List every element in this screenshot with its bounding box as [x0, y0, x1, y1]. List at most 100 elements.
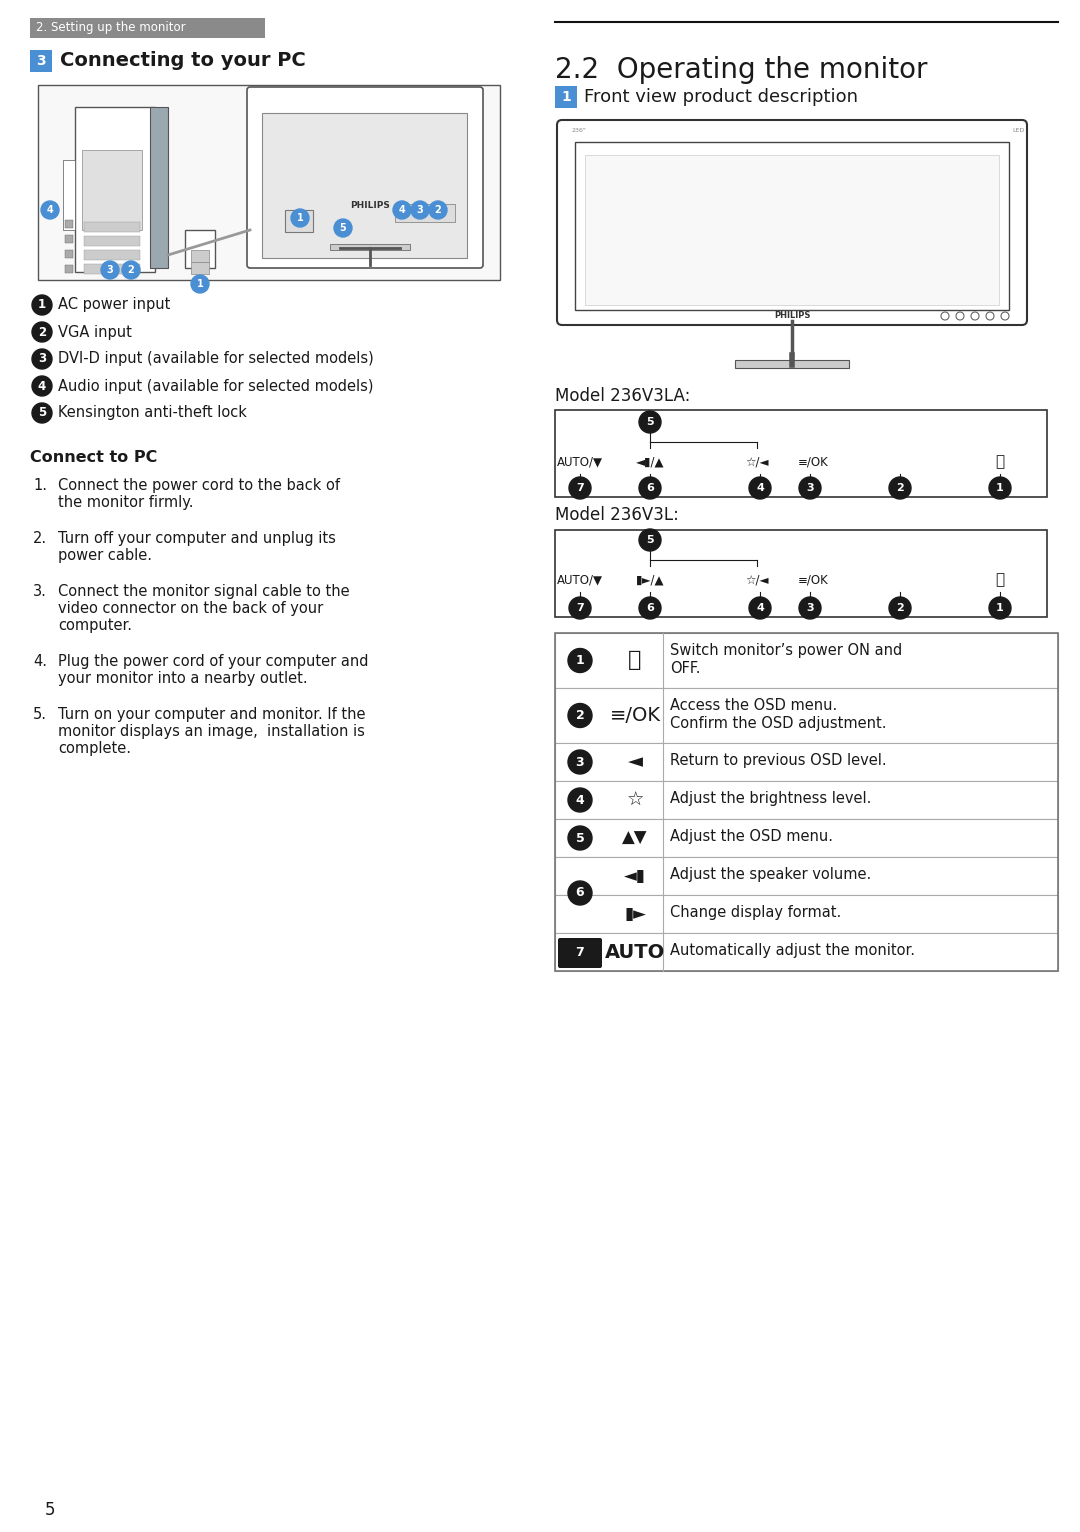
Text: 3: 3	[107, 265, 113, 276]
Text: 7: 7	[576, 483, 584, 493]
Circle shape	[32, 349, 52, 369]
Circle shape	[568, 881, 592, 905]
Text: Return to previous OSD level.: Return to previous OSD level.	[670, 754, 887, 768]
Circle shape	[989, 597, 1011, 619]
Text: 1.: 1.	[33, 478, 48, 493]
Circle shape	[568, 787, 592, 812]
Text: AC power input: AC power input	[58, 297, 171, 313]
Bar	[555, 743, 1058, 781]
Text: AUTO/▼: AUTO/▼	[557, 573, 603, 587]
Text: 236": 236"	[572, 127, 586, 132]
Bar	[84, 264, 140, 274]
Bar	[84, 222, 140, 231]
FancyBboxPatch shape	[555, 86, 577, 107]
Text: 5.: 5.	[33, 706, 48, 722]
Bar	[555, 895, 1058, 933]
Text: Turn on your computer and monitor. If the: Turn on your computer and monitor. If th…	[58, 706, 365, 722]
Text: Access the OSD menu.: Access the OSD menu.	[670, 699, 837, 712]
Text: 2: 2	[896, 483, 904, 493]
Text: 1: 1	[996, 483, 1004, 493]
Circle shape	[799, 476, 821, 499]
Text: 6: 6	[646, 483, 653, 493]
Bar	[191, 262, 210, 274]
Text: VGA input: VGA input	[58, 325, 132, 340]
Text: ▮►: ▮►	[624, 905, 646, 922]
Text: 5: 5	[38, 406, 46, 420]
Text: LED: LED	[1012, 127, 1024, 132]
Text: Model 236V3LA:: Model 236V3LA:	[555, 388, 690, 404]
Text: Automatically adjust the monitor.: Automatically adjust the monitor.	[670, 944, 915, 958]
Text: power cable.: power cable.	[58, 548, 152, 562]
Bar	[555, 820, 1058, 856]
Text: Connecting to your PC: Connecting to your PC	[60, 52, 306, 70]
Text: 2.: 2.	[33, 532, 48, 545]
Circle shape	[102, 260, 119, 279]
Text: 1: 1	[576, 654, 584, 666]
Text: 2. Setting up the monitor: 2. Setting up the monitor	[36, 21, 186, 35]
FancyBboxPatch shape	[558, 938, 602, 968]
FancyBboxPatch shape	[557, 119, 1027, 325]
Text: ▲▼: ▲▼	[622, 829, 648, 847]
Bar	[84, 236, 140, 247]
Bar	[65, 234, 73, 244]
Text: ☆: ☆	[626, 791, 644, 809]
Text: monitor displays an image,  installation is: monitor displays an image, installation …	[58, 725, 365, 738]
Text: 1: 1	[38, 299, 46, 311]
Bar	[84, 250, 140, 260]
Bar	[555, 933, 1058, 971]
Text: ≡/OK: ≡/OK	[609, 706, 661, 725]
Text: AUTO: AUTO	[605, 942, 665, 962]
Text: 5: 5	[646, 535, 653, 545]
Text: DVI-D input (available for selected models): DVI-D input (available for selected mode…	[58, 351, 374, 366]
Circle shape	[32, 296, 52, 316]
Text: ▮►/▲: ▮►/▲	[636, 573, 664, 587]
Text: 3: 3	[806, 604, 814, 613]
Text: ◄: ◄	[627, 752, 643, 772]
Bar	[555, 781, 1058, 820]
Text: your monitor into a nearby outlet.: your monitor into a nearby outlet.	[58, 671, 308, 686]
Text: ☆/◄: ☆/◄	[745, 455, 769, 469]
Text: ⏻: ⏻	[996, 573, 1004, 587]
Text: 4: 4	[38, 380, 46, 392]
Circle shape	[568, 703, 592, 728]
Text: ≡/OK: ≡/OK	[798, 573, 828, 587]
Text: 2: 2	[434, 205, 442, 214]
Circle shape	[639, 411, 661, 434]
Text: 6: 6	[576, 887, 584, 899]
Text: computer.: computer.	[58, 617, 132, 633]
Text: 5: 5	[576, 832, 584, 844]
Text: 2: 2	[576, 709, 584, 722]
Text: Change display format.: Change display format.	[670, 905, 841, 921]
Text: 2: 2	[896, 604, 904, 613]
Circle shape	[41, 201, 59, 219]
FancyBboxPatch shape	[30, 51, 52, 72]
Text: Audio input (available for selected models): Audio input (available for selected mode…	[58, 378, 374, 394]
Text: ◄▮/▲: ◄▮/▲	[636, 455, 664, 469]
Text: 3: 3	[417, 205, 423, 214]
Text: 4: 4	[399, 205, 405, 214]
Text: 4: 4	[576, 794, 584, 806]
Bar	[185, 230, 215, 268]
Circle shape	[411, 201, 429, 219]
Text: 1: 1	[197, 279, 203, 290]
Text: 4: 4	[756, 604, 764, 613]
Circle shape	[639, 597, 661, 619]
Circle shape	[122, 260, 140, 279]
Circle shape	[889, 597, 912, 619]
Text: 2: 2	[127, 265, 134, 276]
Text: Connect the power cord to the back of: Connect the power cord to the back of	[58, 478, 340, 493]
Bar	[285, 210, 313, 231]
Text: Front view product description: Front view product description	[584, 87, 858, 106]
Bar	[75, 107, 156, 273]
Text: Plug the power cord of your computer and: Plug the power cord of your computer and	[58, 654, 368, 669]
Text: 5: 5	[339, 224, 347, 233]
Bar	[575, 142, 1009, 309]
Circle shape	[569, 476, 591, 499]
Text: 3: 3	[37, 54, 45, 67]
Bar	[555, 856, 1058, 895]
Bar	[38, 84, 500, 280]
Text: 5: 5	[646, 417, 653, 427]
Bar	[65, 221, 73, 228]
Text: OFF.: OFF.	[670, 660, 701, 676]
Text: 3: 3	[576, 755, 584, 769]
